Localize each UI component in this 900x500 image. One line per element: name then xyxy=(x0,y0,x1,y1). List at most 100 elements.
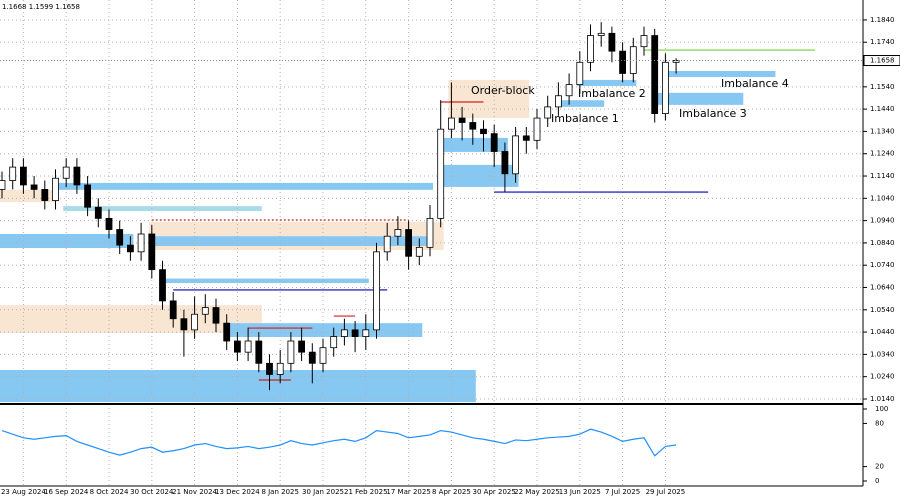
candle-body xyxy=(362,329,370,337)
rsi-line xyxy=(1,428,677,457)
y-tick-label: 1.0840 xyxy=(870,239,895,247)
candle-body xyxy=(287,340,295,364)
candle-body xyxy=(565,84,573,97)
x-tick-label: 13 Jun 2025 xyxy=(559,488,601,496)
annotation: Order-block xyxy=(471,84,535,97)
y-tick-label: 1.1040 xyxy=(870,194,895,202)
candle-body xyxy=(330,336,338,349)
candle-body xyxy=(480,128,487,135)
y-tick-label: 1.1440 xyxy=(870,105,895,113)
x-tick-label: 8 Jan 2025 xyxy=(261,488,299,496)
candle-body xyxy=(394,229,402,237)
candle-body xyxy=(127,244,134,253)
y-tick-label: 1.0540 xyxy=(870,306,895,314)
annotation: Imbalance 1 xyxy=(551,112,619,125)
candle-body xyxy=(137,233,145,253)
candle-body xyxy=(640,35,648,48)
y-tick-label: 1.1840 xyxy=(870,16,895,24)
candle-body xyxy=(662,61,669,114)
candle-body xyxy=(383,235,391,253)
candle-body xyxy=(84,184,91,208)
x-tick-label: 17 Mar 2025 xyxy=(386,488,430,496)
candle-body xyxy=(159,269,166,302)
x-tick-label: 8 Oct 2024 xyxy=(90,488,129,496)
zone xyxy=(148,236,434,247)
y-tick-label: 1.0140 xyxy=(870,395,895,403)
candle-body xyxy=(19,166,27,186)
zone xyxy=(52,182,433,190)
rsi-tick-label: 100 xyxy=(875,405,888,413)
candle-body xyxy=(73,166,81,186)
annotation: Imbalance 2 xyxy=(578,87,646,100)
y-tick-label: 1.0240 xyxy=(870,373,895,381)
candle-body xyxy=(308,351,316,364)
x-tick-label: 30 Apr 2025 xyxy=(473,488,516,496)
x-tick-label: 21 Feb 2025 xyxy=(344,488,388,496)
candle-body xyxy=(415,246,423,257)
y-tick-label: 1.1340 xyxy=(870,127,895,135)
y-tick-label: 1.1540 xyxy=(870,83,895,91)
candle-body xyxy=(469,122,477,130)
zone xyxy=(63,206,262,212)
current-price-label: 1.1658 xyxy=(870,57,895,65)
candle-body xyxy=(351,329,359,337)
y-tick-label: 1.0640 xyxy=(870,284,895,292)
current-price-box xyxy=(863,55,900,67)
y-tick-label: 1.0740 xyxy=(870,261,895,269)
candle-body xyxy=(437,128,445,219)
candle-body xyxy=(223,322,231,342)
y-tick-label: 1.1740 xyxy=(870,38,895,46)
candle-body xyxy=(116,229,124,246)
y-tick-label: 1.1240 xyxy=(870,150,895,158)
candle-body xyxy=(651,35,659,114)
y-tick-label: 1.0440 xyxy=(870,328,895,336)
rsi-tick-label: 20 xyxy=(875,463,884,471)
candle-body xyxy=(255,340,263,364)
candle-body xyxy=(30,184,38,190)
candle-body xyxy=(148,233,156,271)
candle-body xyxy=(9,166,17,181)
header: 1.1668 1.1599 1.1658 xyxy=(2,3,80,11)
candle-body xyxy=(544,106,552,119)
zone xyxy=(0,370,476,403)
candle-body xyxy=(672,60,680,63)
candle-body xyxy=(426,217,434,248)
x-tick-label: 7 Jul 2025 xyxy=(605,488,640,496)
x-tick-label: 21 Nov 2024 xyxy=(172,488,217,496)
annotation: Imbalance 3 xyxy=(679,107,747,120)
x-tick-label: 30 Oct 2024 xyxy=(130,488,174,496)
zone xyxy=(0,189,59,203)
zone xyxy=(576,79,637,86)
candle-body xyxy=(276,362,284,375)
annotation: Imbalance 4 xyxy=(721,77,789,90)
candle-body xyxy=(555,95,562,108)
candle-body xyxy=(105,217,113,230)
candle-body xyxy=(233,340,241,353)
zone xyxy=(437,137,508,152)
candle-body xyxy=(340,329,348,337)
zone xyxy=(437,164,519,187)
x-tick-label: 13 Dec 2024 xyxy=(215,488,260,496)
candle-body xyxy=(619,50,626,74)
candle-body xyxy=(405,229,413,257)
grid xyxy=(0,0,867,486)
candle-body xyxy=(608,32,616,52)
x-tick-label: 30 Jan 2025 xyxy=(302,488,344,496)
candle-body xyxy=(576,61,584,86)
candle-body xyxy=(94,206,102,219)
zone xyxy=(159,278,369,284)
candle-body xyxy=(512,135,519,175)
x-tick-label: 8 Apr 2025 xyxy=(432,488,471,496)
zone xyxy=(0,305,262,333)
candle-body xyxy=(41,188,49,201)
candle-body xyxy=(597,32,605,36)
candle-body xyxy=(587,35,594,63)
candle-body xyxy=(52,177,59,201)
candle-body xyxy=(458,117,466,123)
candle-body xyxy=(501,151,509,175)
candle-body xyxy=(201,307,209,315)
rsi-tick-label: 80 xyxy=(875,419,884,427)
candle-body xyxy=(533,117,541,141)
candle-body xyxy=(180,318,188,331)
